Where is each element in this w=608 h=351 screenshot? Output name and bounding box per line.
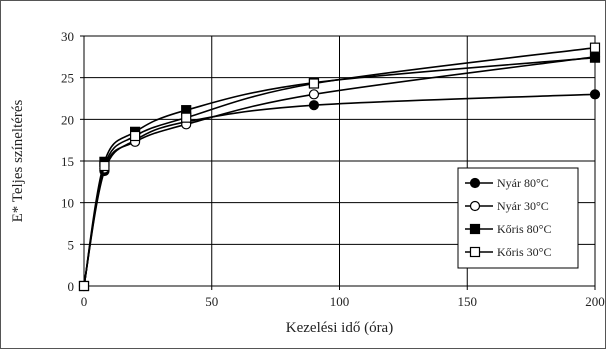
y-tick-label: 10: [61, 196, 74, 211]
y-tick-label: 20: [61, 112, 74, 127]
series-4: [78, 42, 601, 292]
x-tick-label: 150: [458, 294, 478, 309]
legend-label: Nyár 30°C: [497, 199, 549, 213]
legend-label: Kőris 30°C: [497, 245, 551, 259]
y-axis-ticks: 0 5 10 15 20 25 30: [61, 29, 84, 294]
legend-marker: [469, 177, 481, 189]
y-tick-label: 5: [68, 237, 75, 252]
y-tick-label: 15: [61, 154, 74, 169]
x-tick-label: 200: [585, 294, 605, 309]
data-point: [78, 280, 90, 292]
legend-label: Kőris 80°C: [497, 222, 551, 236]
data-point: [589, 89, 601, 100]
legend-marker: [469, 200, 481, 212]
data-point: [308, 78, 320, 89]
x-axis-label: Kezelési idő (óra): [286, 320, 393, 336]
legend-item: Nyár 80°C: [465, 176, 549, 190]
data-point: [589, 42, 601, 53]
y-tick-label: 25: [61, 71, 74, 86]
y-axis-label: E* Teljes színeltérés: [10, 99, 26, 222]
x-tick-label: 0: [81, 294, 88, 309]
data-point: [130, 130, 141, 142]
legend-item: Kőris 80°C: [465, 222, 551, 236]
data-point: [99, 160, 110, 172]
data-point: [308, 100, 320, 111]
y-tick-label: 0: [68, 279, 75, 294]
legend-item: Kőris 30°C: [465, 245, 551, 259]
legend: Nyár 80°C Nyár 30°C Kőris 80°C Kőris 30°C: [457, 167, 579, 269]
y-tick-label: 30: [61, 29, 74, 44]
series-group: [78, 42, 601, 292]
legend-label: Nyár 80°C: [497, 176, 549, 190]
legend-marker: [469, 246, 481, 258]
legend-item: Nyár 30°C: [465, 199, 549, 213]
data-point: [589, 52, 601, 63]
data-point: [308, 89, 320, 100]
data-point: [181, 112, 192, 123]
x-tick-label: 100: [330, 294, 350, 309]
x-tick-label: 50: [205, 294, 218, 309]
x-axis-ticks: 0 50 100 150 200: [81, 286, 605, 309]
legend-marker: [469, 223, 481, 235]
